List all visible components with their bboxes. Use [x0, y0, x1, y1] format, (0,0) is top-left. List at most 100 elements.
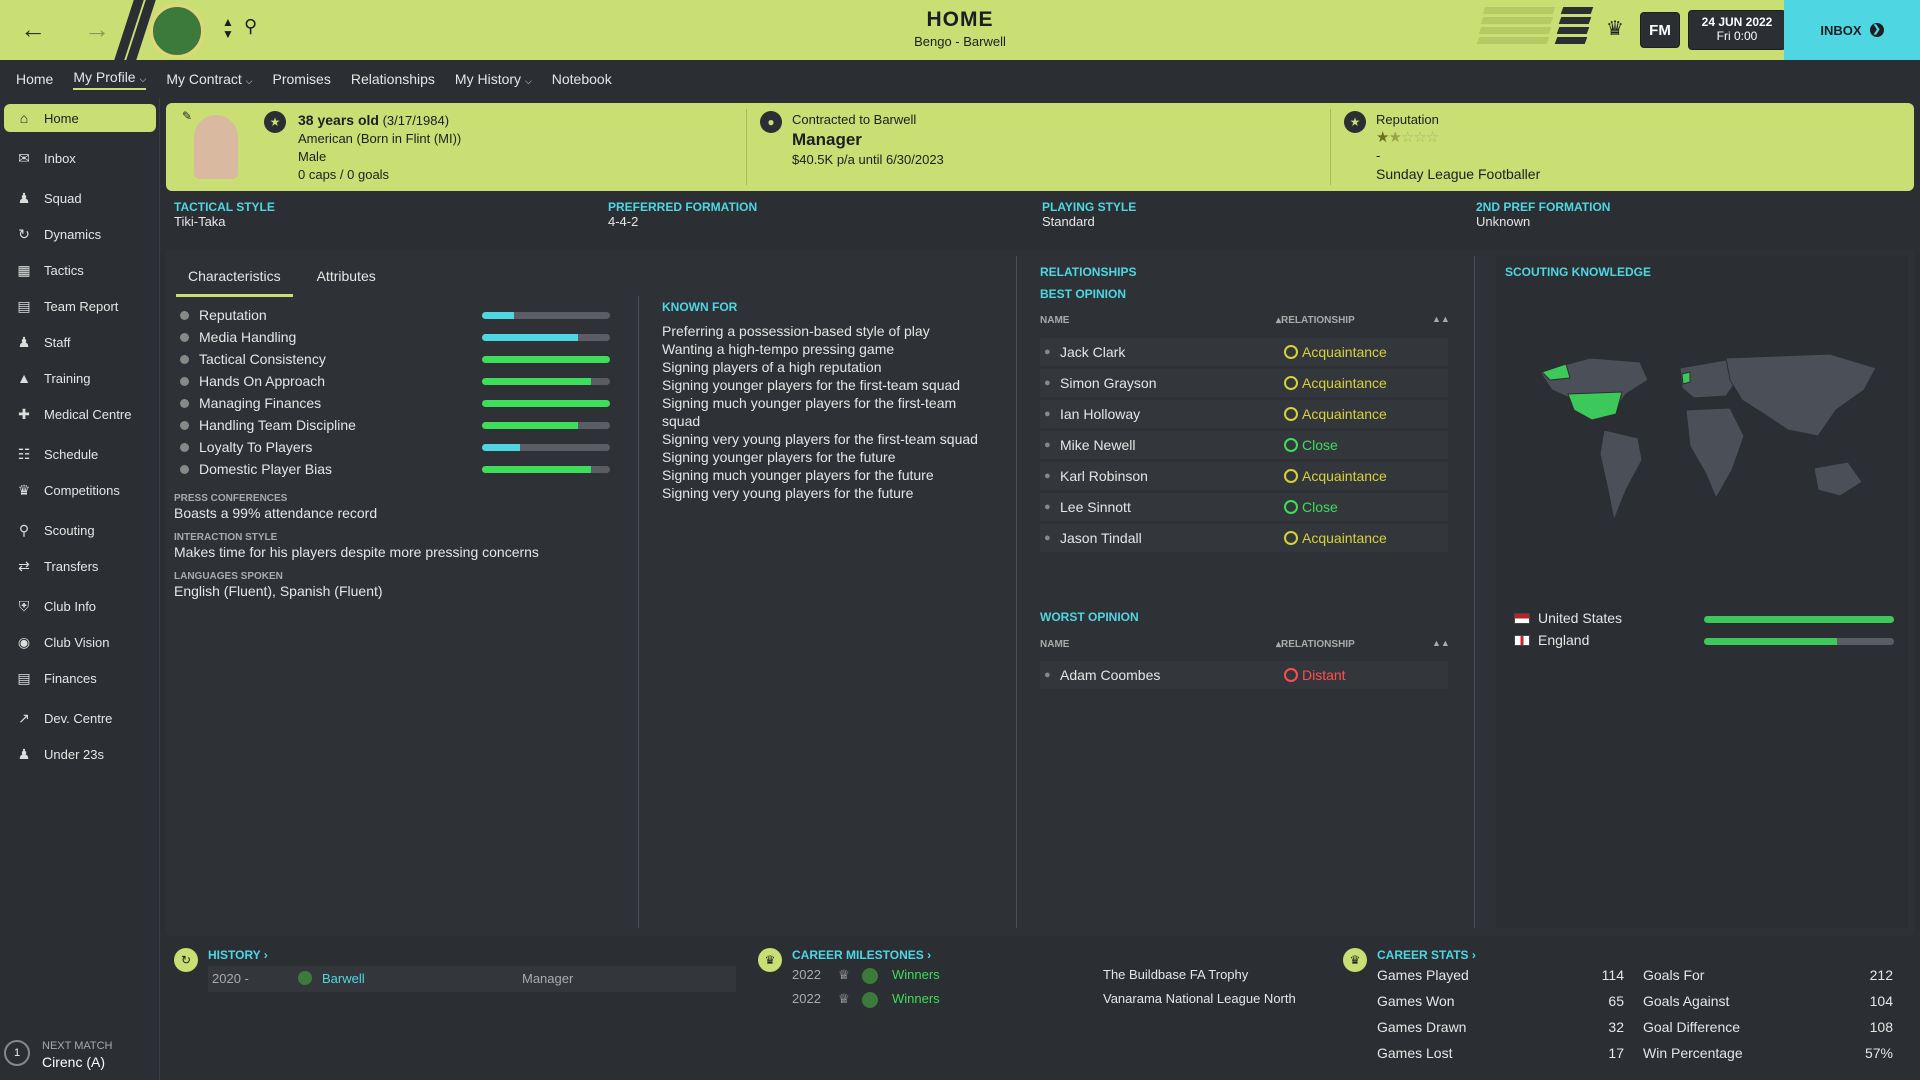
milestones-heading[interactable]: CAREER MILESTONES › [792, 948, 931, 962]
stats-heading[interactable]: CAREER STATS › [1377, 948, 1476, 962]
sort-toggle-icon[interactable]: ▲▲ [1432, 314, 1450, 324]
characteristic-bar [482, 400, 610, 407]
sidebar-item-inbox[interactable]: ✉ Inbox [4, 144, 156, 172]
sidebar-item-club-vision[interactable]: ◉ Club Vision [4, 628, 156, 656]
subnav-home[interactable]: Home [16, 71, 54, 87]
sort-up-icon: ▴ [1276, 639, 1282, 650]
edit-icon[interactable]: ✎ [182, 109, 193, 123]
tab-attributes[interactable]: Attributes [316, 268, 376, 284]
relationship-name[interactable]: Adam Coombes [1060, 667, 1161, 683]
country-row[interactable]: England [1514, 632, 1589, 648]
characteristic-bar-fill [482, 466, 591, 473]
characteristic-bar-fill [482, 378, 591, 385]
column-name[interactable]: NAME [1040, 315, 1070, 326]
relationship-name[interactable]: Mike Newell [1060, 437, 1136, 453]
flag-icon: ★ [264, 111, 286, 133]
person-icon: ● [1044, 470, 1051, 482]
sidebar-item-training[interactable]: ▲ Training [4, 364, 156, 392]
info-icon[interactable] [180, 354, 189, 364]
relationship-name[interactable]: Simon Grayson [1060, 375, 1157, 391]
back-arrow-icon[interactable]: ← [20, 14, 46, 44]
column-name[interactable]: NAME [1040, 639, 1070, 650]
sidebar-item-squad[interactable]: ♟ Squad [4, 184, 156, 212]
style-value: Unknown [1476, 214, 1531, 229]
info-icon[interactable] [180, 332, 189, 342]
info-icon[interactable] [180, 376, 189, 386]
known-for-item: Signing players of a high reputation [662, 359, 882, 375]
sidebar-item-home[interactable]: ⌂ Home [4, 104, 156, 132]
relationship-row[interactable]: ● Lee Sinnott Close [1040, 493, 1448, 521]
relationship-row[interactable]: ● Adam Coombes Distant [1040, 661, 1448, 689]
relationship-name[interactable]: Karl Robinson [1060, 468, 1148, 484]
interaction-value: Makes time for his players despite more … [174, 544, 539, 560]
history-heading[interactable]: HISTORY › [208, 948, 268, 962]
history-club[interactable]: Barwell [322, 971, 365, 986]
relationship-row[interactable]: ● Karl Robinson Acquaintance [1040, 462, 1448, 490]
relationship-status: Acquaintance [1284, 375, 1387, 391]
subnav-notebook[interactable]: Notebook [551, 71, 612, 87]
column-relationship[interactable]: ▴RELATIONSHIP [1276, 315, 1355, 326]
relationship-row[interactable]: ● Simon Grayson Acquaintance [1040, 369, 1448, 397]
search-icon[interactable]: ⚲ [244, 16, 258, 36]
sidebar-item-schedule[interactable]: ☷ Schedule [4, 440, 156, 468]
info-icon[interactable] [180, 442, 189, 452]
subnav-my-profile[interactable]: My Profile ⌵ [73, 69, 147, 90]
sidebar-item-medical-centre[interactable]: ✚ Medical Centre [4, 400, 156, 428]
sidebar-item-transfers[interactable]: ⇄ Transfers [4, 552, 156, 580]
history-role: Manager [522, 971, 574, 986]
stat-label: Games Lost [1377, 1045, 1453, 1061]
sidebar-item-team-report[interactable]: ▤ Team Report [4, 292, 156, 320]
sidebar-item-competitions[interactable]: ♛ Competitions [4, 476, 156, 504]
date-display[interactable]: 24 JUN 2022 Fri 0:00 [1688, 10, 1786, 50]
subnav-my-contract[interactable]: My Contract ⌵ [166, 71, 252, 87]
milestone-year: 2022 [792, 991, 821, 1006]
divider [746, 109, 747, 185]
relationship-name[interactable]: Ian Holloway [1060, 406, 1141, 422]
world-map[interactable] [1530, 350, 1890, 530]
sidebar-item-dynamics[interactable]: ↻ Dynamics [4, 220, 156, 248]
sidebar-item-scouting[interactable]: ⚲ Scouting [4, 516, 156, 544]
relationship-row[interactable]: ● Mike Newell Close [1040, 431, 1448, 459]
country-row[interactable]: United States [1514, 610, 1622, 626]
inbox-button[interactable]: INBOX ❯ [1784, 0, 1920, 60]
relationship-name[interactable]: Jason Tindall [1060, 530, 1142, 546]
sidebar-item-tactics[interactable]: ▦ Tactics [4, 256, 156, 284]
header-decoration [1476, 4, 1556, 44]
sidebar-item-staff[interactable]: ♟ Staff [4, 328, 156, 356]
relationship-row[interactable]: ● Ian Holloway Acquaintance [1040, 400, 1448, 428]
characteristic-label: Handling Team Discipline [199, 417, 356, 433]
club-badge-icon[interactable] [150, 4, 204, 58]
column-relationship[interactable]: ▴RELATIONSHIP [1276, 639, 1355, 650]
sidebar-item-club-info[interactable]: ⛨ Club Info [4, 592, 156, 620]
map-england [1681, 371, 1691, 385]
subnav-relationships[interactable]: Relationships [350, 71, 435, 87]
forward-arrow-icon[interactable]: → [84, 14, 110, 44]
info-icon[interactable] [180, 464, 189, 474]
sidebar-item-under-23s[interactable]: ♟ Under 23s [4, 740, 156, 768]
trophy-icon[interactable]: ♛ [1606, 18, 1624, 40]
characteristic-bar [482, 444, 610, 451]
inbox-label: INBOX [1820, 22, 1862, 38]
relationship-row[interactable]: ● Jason Tindall Acquaintance [1040, 524, 1448, 552]
sidebar-item-dev-centre[interactable]: ↗ Dev. Centre [4, 704, 156, 732]
known-for-item: Signing much younger players for the fut… [662, 467, 934, 483]
subnav-my-history[interactable]: My History ⌵ [455, 71, 532, 87]
relationship-name[interactable]: Lee Sinnott [1060, 499, 1131, 515]
sort-toggle-icon[interactable]: ▲▲ [1432, 638, 1450, 648]
tab-characteristics[interactable]: Characteristics [176, 264, 293, 297]
training-icon: ▲ [17, 370, 31, 386]
info-icon[interactable] [180, 398, 189, 408]
map-australia [1813, 461, 1863, 497]
stat-value: 212 [1869, 967, 1893, 983]
info-icon[interactable] [180, 310, 189, 320]
relationship-row[interactable]: ● Jack Clark Acquaintance [1040, 338, 1448, 366]
subnav-promises[interactable]: Promises [272, 71, 331, 87]
sidebar-item-label: Staff [44, 334, 71, 350]
info-icon[interactable] [180, 420, 189, 430]
relationship-name[interactable]: Jack Clark [1060, 344, 1126, 360]
sidebar-item-finances[interactable]: ▤ Finances [4, 664, 156, 692]
fm-button[interactable]: FM [1640, 12, 1680, 48]
chevron-updown-icon[interactable]: ▲ ▼ [222, 15, 234, 41]
history-row[interactable]: 2020 - Barwell Manager [208, 966, 736, 992]
press-heading: PRESS CONFERENCES [174, 493, 288, 504]
